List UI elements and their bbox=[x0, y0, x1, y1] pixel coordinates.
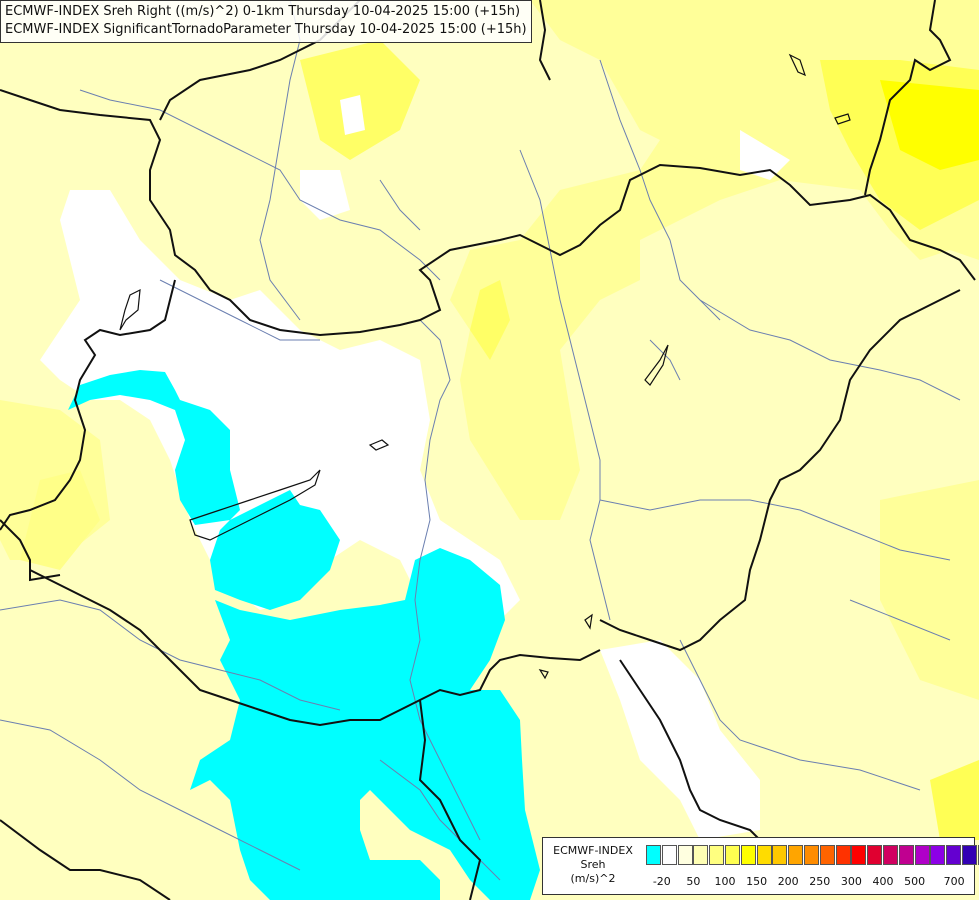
yellow-zones bbox=[0, 0, 979, 840]
lakes bbox=[119, 53, 851, 680]
legend-swatch-6 bbox=[740, 845, 756, 865]
legend-tick-label: 250 bbox=[809, 875, 831, 888]
map-title-line2: ECMWF-INDEX SignificantTornadoParameter … bbox=[5, 22, 527, 37]
legend-tick-label: -20 bbox=[652, 875, 671, 888]
map-title-box: ECMWF-INDEX Sreh Right ((m/s)^2) 0-1km T… bbox=[0, 0, 532, 43]
legend-tick-label: 500 bbox=[904, 875, 926, 888]
legend-swatch-7 bbox=[756, 845, 772, 865]
legend-swatch-0 bbox=[646, 845, 661, 865]
legend-swatch-17 bbox=[914, 845, 930, 865]
legend-swatch-16 bbox=[898, 845, 914, 865]
legend-tick-label: 150 bbox=[746, 875, 768, 888]
legend-swatch-15 bbox=[882, 845, 898, 865]
legend-swatch-8 bbox=[772, 845, 788, 865]
legend-swatch-4 bbox=[709, 845, 725, 865]
cyan-zone bbox=[68, 370, 540, 900]
legend-swatch-14 bbox=[867, 845, 883, 865]
legend-tick-label: 50 bbox=[686, 875, 701, 888]
legend-swatch-10 bbox=[803, 845, 819, 865]
legend-swatches bbox=[646, 845, 979, 865]
color-legend: ECMWF-INDEX Sreh (m/s)^2 -20 50 100 150 200 2… bbox=[542, 837, 979, 895]
legend-param: Sreh bbox=[580, 858, 606, 871]
legend-tick-label: 100 bbox=[714, 875, 736, 888]
legend-title: ECMWF-INDEX bbox=[553, 844, 633, 857]
legend-tick-label: 300 bbox=[840, 875, 862, 888]
legend-tick-label: 700 bbox=[943, 875, 965, 888]
legend-swatch-19 bbox=[946, 845, 962, 865]
legend-swatch-2 bbox=[677, 845, 693, 865]
legend-swatch-13 bbox=[851, 845, 867, 865]
legend-swatch-20 bbox=[961, 845, 977, 865]
legend-swatch-18 bbox=[930, 845, 946, 865]
legend-title-block: ECMWF-INDEX Sreh (m/s)^2 bbox=[545, 844, 641, 886]
legend-swatch-12 bbox=[835, 845, 851, 865]
legend-unit: (m/s)^2 bbox=[570, 872, 616, 885]
legend-tick-label: 200 bbox=[777, 875, 799, 888]
legend-swatch-5 bbox=[724, 845, 740, 865]
map-title-line1: ECMWF-INDEX Sreh Right ((m/s)^2) 0-1km T… bbox=[5, 4, 521, 19]
legend-swatch-11 bbox=[819, 845, 835, 865]
legend-ticks: -20 50 100 150 200 250 300 400 500 700 bbox=[646, 875, 971, 889]
legend-swatch-1 bbox=[661, 845, 677, 865]
legend-tick-label: 400 bbox=[872, 875, 894, 888]
rivers bbox=[0, 0, 961, 881]
legend-swatch-3 bbox=[693, 845, 709, 865]
legend-swatch-21 bbox=[977, 845, 979, 865]
legend-swatch-9 bbox=[788, 845, 804, 865]
